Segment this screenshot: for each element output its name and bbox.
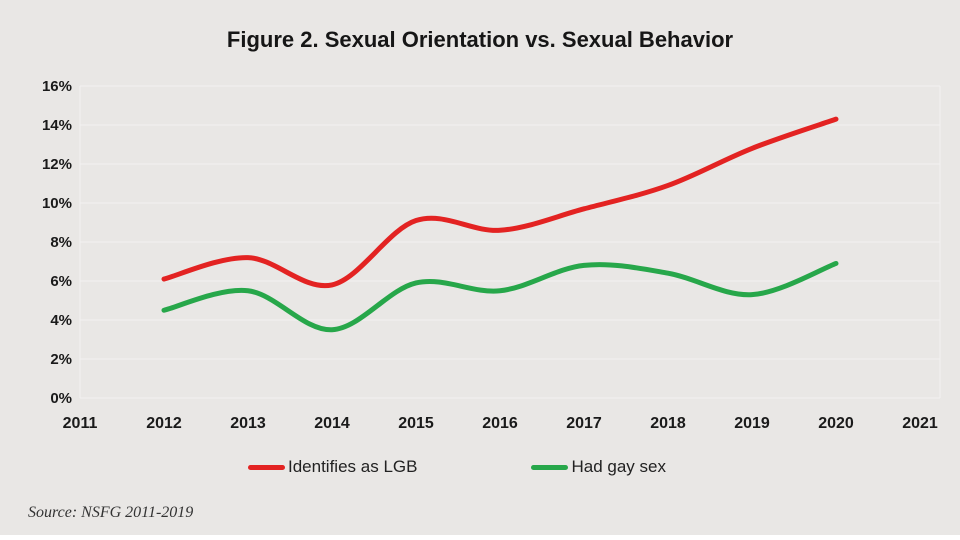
svg-text:2011: 2011: [63, 415, 98, 432]
legend-label: Had gay sex: [571, 457, 666, 476]
svg-text:6%: 6%: [50, 273, 72, 290]
legend-item-had-gay-sex: Had gay sex: [531, 457, 666, 477]
chart-legend: Identifies as LGB Had gay sex: [248, 457, 666, 477]
legend-item-identifies-as-lgb: Identifies as LGB: [248, 457, 417, 477]
legend-label: Identifies as LGB: [288, 457, 418, 476]
svg-text:10%: 10%: [42, 195, 72, 212]
svg-text:2019: 2019: [734, 415, 770, 432]
svg-text:0%: 0%: [50, 390, 72, 407]
red-line-swatch-icon: [248, 464, 285, 470]
svg-text:2020: 2020: [818, 415, 854, 432]
gridlines: [79, 85, 941, 399]
x-axis-tick-labels: 2011 2012 2013 2014 2015 2016 2017 2018 2019 2020…: [63, 415, 938, 432]
svg-text:14%: 14%: [42, 117, 72, 134]
svg-text:2%: 2%: [50, 351, 72, 368]
svg-text:2013: 2013: [230, 415, 266, 432]
svg-text:2015: 2015: [398, 415, 434, 432]
svg-text:2018: 2018: [650, 415, 686, 432]
svg-text:8%: 8%: [50, 234, 72, 251]
svg-text:2012: 2012: [146, 415, 182, 432]
series-identifies-as-lgb: [161, 116, 839, 289]
series-had-gay-sex: [161, 260, 839, 333]
svg-text:2016: 2016: [482, 415, 518, 432]
green-line-swatch-icon: [531, 464, 569, 470]
svg-text:2014: 2014: [314, 415, 350, 432]
svg-text:16%: 16%: [42, 78, 72, 95]
svg-text:12%: 12%: [42, 156, 72, 173]
source-note: Source: NSFG 2011-2019: [28, 504, 194, 521]
chart-title: Figure 2. Sexual Orientation vs. Sexual …: [226, 27, 734, 52]
svg-text:2021: 2021: [902, 415, 938, 432]
y-axis-tick-labels: 0% 2% 4% 6% 8% 10% 12% 14% 16%: [42, 78, 72, 407]
svg-text:2017: 2017: [566, 415, 602, 432]
svg-text:4%: 4%: [50, 312, 72, 329]
